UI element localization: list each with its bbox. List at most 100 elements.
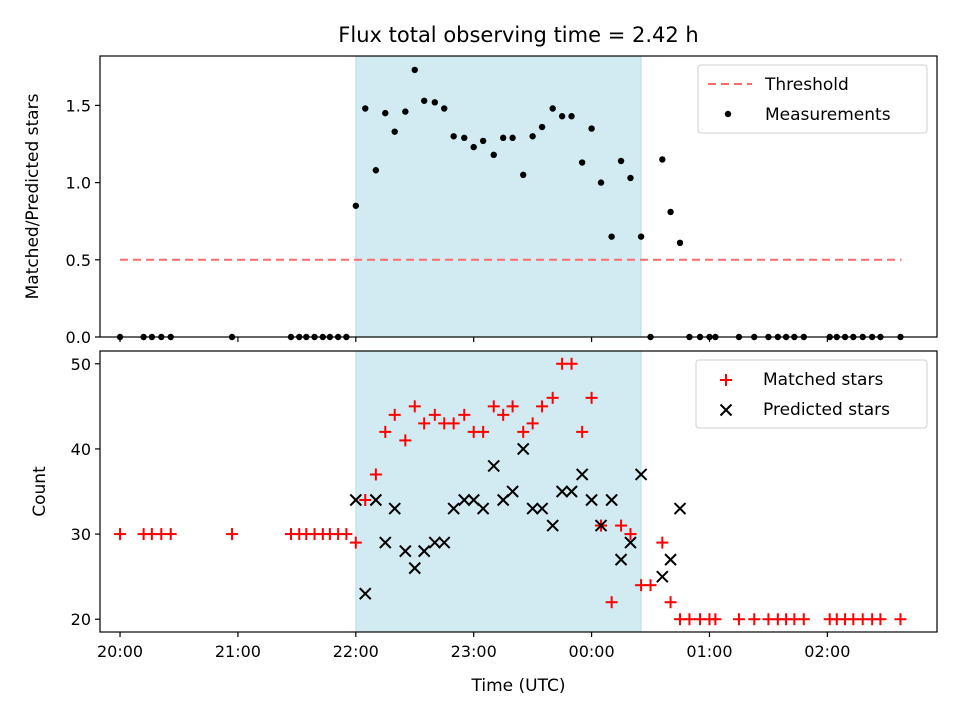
predicted-star-point: [614, 553, 628, 566]
predicted-star-point: [417, 544, 431, 558]
x-stroke-b: [458, 493, 471, 507]
top-y-tick-label: 0.5: [66, 251, 91, 270]
predicted-star-point: [379, 536, 392, 549]
x-stroke-b: [656, 570, 669, 583]
matched-star-point: [664, 596, 677, 609]
measurement-point: [520, 171, 527, 179]
measurement-point: [676, 239, 684, 247]
matched-star-point: [399, 434, 412, 447]
x-stroke-b: [447, 502, 460, 515]
predicted-star-point: [605, 493, 618, 507]
measurement-point: [637, 233, 645, 240]
bottom-y-axis-label: Count: [30, 466, 50, 517]
bottom-y-tick-label: 30: [71, 525, 91, 544]
matched-star-point: [506, 400, 519, 413]
legend-matched-swatch: [720, 374, 732, 386]
predicted-star-point: [634, 468, 648, 481]
predicted-star-point: [506, 485, 519, 498]
matched-star-point: [585, 391, 598, 404]
measurement-point: [420, 97, 428, 104]
matched-star-point: [615, 519, 628, 532]
matched-star-point: [565, 357, 578, 370]
x-stroke-b: [535, 502, 549, 515]
measurement-point: [608, 233, 615, 240]
x-stroke-b: [585, 493, 598, 507]
predicted-star-point: [458, 493, 471, 507]
top-ticks: 0.0 0.5 1.0 1.5: [66, 96, 828, 347]
measurement-point: [597, 179, 605, 186]
matched-star-point: [447, 417, 460, 430]
matched-star-point: [226, 528, 239, 541]
matched-star-point: [388, 408, 401, 421]
matched-star-point: [369, 468, 382, 481]
x-stroke-b: [428, 536, 442, 549]
predicted-star-point: [428, 536, 442, 549]
predicted-star-point: [349, 493, 363, 507]
measurement-point: [578, 159, 586, 166]
predicted-star-point: [438, 536, 451, 549]
x-stroke-b: [506, 485, 519, 498]
x-stroke-b: [417, 544, 431, 558]
measurement-point: [617, 157, 625, 165]
top-y-tick-label: 1.0: [66, 174, 91, 193]
bottom-marks: [114, 357, 907, 626]
matched-star-point: [379, 425, 392, 438]
measurement-point: [659, 156, 666, 163]
x-tick-label: 01:00: [686, 642, 732, 661]
bottom-y-tick-label: 20: [71, 610, 91, 629]
top-legend-box: [697, 64, 928, 134]
matched-star-point: [458, 408, 471, 421]
matched-star-point: [340, 528, 353, 541]
measurement-point: [538, 123, 546, 131]
matched-star-point: [349, 536, 362, 549]
top-y-axis-label: Matched/Predicted stars: [23, 93, 43, 299]
predicted-star-point: [369, 493, 383, 507]
measurement-point: [479, 137, 487, 145]
legend-threshold-label: Threshold: [764, 75, 849, 95]
bottom-frame: [99, 350, 938, 633]
bottom-legend-box: [695, 359, 928, 429]
x-stroke-b: [359, 587, 372, 600]
bottom-y-tick-label: 50: [71, 355, 91, 374]
x-tick-label: 00:00: [569, 642, 615, 661]
matched-star-point: [546, 391, 559, 404]
predicted-star-point: [656, 570, 669, 583]
measurement-point: [499, 134, 507, 142]
matched-star-point: [164, 528, 177, 541]
predicted-star-point: [575, 468, 589, 481]
measurement-point: [568, 113, 575, 120]
predicted-star-point: [565, 485, 578, 498]
matched-star-point: [408, 400, 421, 413]
legend-x-marker: [719, 403, 733, 417]
legend-measurements-swatch: [724, 110, 732, 118]
legend-predicted-label: Predicted stars: [763, 400, 890, 420]
matched-star-point: [536, 400, 549, 413]
matched-star-point: [624, 528, 637, 541]
x-stroke-b: [624, 536, 637, 549]
x-stroke-b: [565, 485, 578, 498]
measurement-point: [470, 143, 477, 151]
x-stroke-b: [476, 502, 490, 515]
x-stroke-b: [605, 493, 618, 507]
measurement-point: [529, 133, 536, 140]
top-y-tick-label: 0.0: [66, 328, 91, 347]
predicted-star-point: [487, 459, 500, 473]
x-stroke-b: [399, 544, 412, 558]
x-stroke-b: [388, 502, 401, 515]
x-tick-label: 20:00: [97, 642, 143, 661]
legend-measurements-label: Measurements: [765, 105, 891, 125]
legend-plus-marker: [720, 374, 732, 386]
predicted-star-point: [555, 485, 569, 498]
matched-star-point: [748, 613, 761, 626]
x-stroke-b: [408, 561, 421, 575]
predicted-star-point: [447, 502, 460, 515]
predicted-star-point: [673, 502, 687, 515]
x-stroke-b: [664, 553, 677, 566]
matched-star-point: [359, 494, 372, 507]
measurement-point: [490, 151, 497, 159]
x-stroke-b: [379, 536, 392, 549]
matched-star-point: [428, 408, 441, 421]
measurement-point: [372, 167, 380, 174]
measurement-point: [627, 174, 634, 182]
top-panel: 0.0 0.5 1.0 1.5 Flux total observing time =…: [23, 23, 938, 347]
